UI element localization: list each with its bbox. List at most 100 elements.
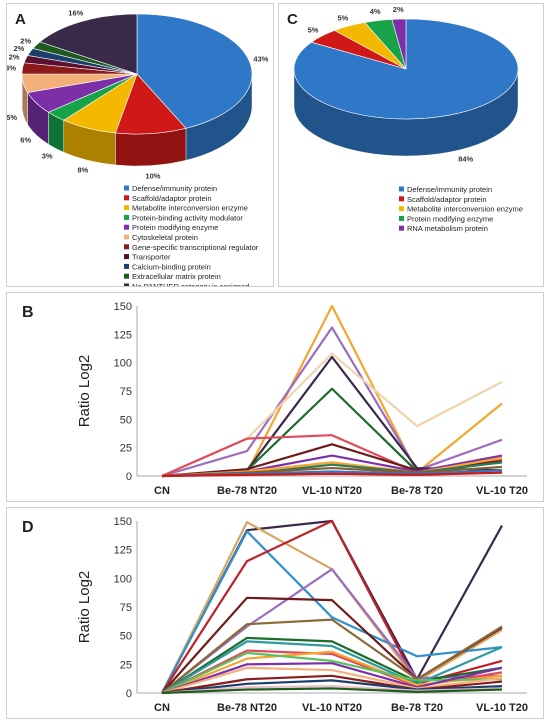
legend-swatch-2 bbox=[399, 196, 404, 202]
pie-label-7: 3% bbox=[7, 63, 16, 72]
pie-label-11: 16% bbox=[68, 9, 83, 18]
pie-label-4: 4% bbox=[370, 7, 381, 16]
y-axis-title: Ratio Log2 bbox=[76, 571, 93, 644]
pie-label-3: 5% bbox=[337, 13, 348, 22]
legend-item-9: Calcium-binding protein bbox=[132, 262, 211, 271]
series-line-1 bbox=[161, 304, 503, 478]
series-line-16 bbox=[161, 679, 503, 695]
y-tick-label-5: 100 bbox=[114, 573, 132, 585]
series-line-18 bbox=[161, 687, 503, 695]
series-line-11 bbox=[161, 650, 503, 695]
legend-swatch-1 bbox=[399, 186, 404, 192]
series-line-15 bbox=[161, 674, 503, 695]
pie-label-2: 5% bbox=[308, 25, 319, 34]
pie-label-6: 5% bbox=[7, 113, 17, 122]
panel-c: C 84% 5% 5% 4% 2% Defense/immunity protein Scaf… bbox=[278, 3, 544, 287]
pie-slice-2 bbox=[115, 73, 187, 135]
panel-label-c: C bbox=[287, 11, 298, 28]
legend-item-3: Metabolite interconversion enzyme bbox=[132, 204, 248, 213]
x-tick-label-2: Be-78 NT20 bbox=[217, 485, 277, 497]
series-line-2 bbox=[161, 326, 503, 478]
legend-item-1: Defense/immunity protein bbox=[132, 184, 217, 193]
legend-item-10: Extracellular matrix protein bbox=[132, 272, 221, 281]
pie-label-3: 8% bbox=[78, 165, 89, 174]
y-tick-label-1: 0 bbox=[126, 688, 132, 700]
legend-swatch-4 bbox=[399, 215, 404, 221]
y-tick-label-2: 25 bbox=[120, 443, 132, 455]
legend-swatch-4 bbox=[124, 214, 129, 220]
legend-swatch-5 bbox=[399, 225, 404, 231]
y-tick-label-3: 50 bbox=[120, 414, 132, 426]
series-line-13 bbox=[161, 662, 503, 695]
y-tick-label-7: 150 bbox=[114, 516, 132, 528]
legend-item-11: No PANTHER category is assigned bbox=[132, 282, 249, 286]
legend-item-5: Protein modifying enzyme bbox=[132, 223, 218, 232]
series-line-7 bbox=[161, 618, 503, 694]
y-tick-label-6: 125 bbox=[114, 545, 132, 557]
x-tick-label-3: VL-10 NT20 bbox=[302, 702, 362, 714]
panel-a: A 43% 10% 8% 3% 6% 5% 3% 2% 2% 2% 16% Defense/immuni… bbox=[6, 3, 274, 287]
y-axis-title: Ratio Log2 bbox=[76, 355, 93, 428]
legend-swatch-5 bbox=[124, 224, 129, 230]
x-tick-label-4: Be-78 T20 bbox=[391, 485, 443, 497]
y-tick-label-6: 125 bbox=[114, 329, 132, 341]
legend-item-7: Gene-specific transcriptional regulator bbox=[132, 243, 259, 252]
pie-label-9: 2% bbox=[13, 44, 24, 53]
pie-slice-1 bbox=[136, 13, 253, 129]
legend-item-5: RNA metabolism protein bbox=[407, 224, 488, 233]
pie-label-5: 6% bbox=[20, 136, 31, 145]
panel-label-d: D bbox=[22, 519, 34, 536]
line-chart-d: D 0 25 50 75 100 125 150 CN Be-78 NT20 VL-10 NT20 B… bbox=[22, 516, 528, 714]
pie-label-1: 84% bbox=[458, 155, 473, 164]
panel-b: B 0 25 50 75 100 125 150 CN Be-78 NT20 VL-10 NT20 B… bbox=[6, 292, 544, 502]
legend-swatch-3 bbox=[399, 206, 404, 212]
legend-item-4: Protein modifying enzyme bbox=[407, 214, 493, 223]
pie-label-5: 2% bbox=[393, 5, 404, 14]
series-line-17 bbox=[161, 685, 503, 695]
y-tick-label-3: 50 bbox=[120, 631, 132, 643]
series-line-9 bbox=[161, 640, 503, 694]
series-line-8 bbox=[161, 636, 503, 694]
pie-chart-a: A43%10%8%3%6%5%3%2%2%2%16%Defense/immuni… bbox=[7, 9, 269, 286]
pie-label-1: 43% bbox=[253, 55, 268, 64]
series-line-3 bbox=[161, 530, 503, 694]
x-tick-label-1: CN bbox=[154, 702, 170, 714]
legend-swatch-6 bbox=[124, 234, 129, 240]
legend-item-2: Scaffold/adaptor protein bbox=[132, 194, 212, 203]
series-line-14 bbox=[161, 666, 503, 695]
legend-swatch-11 bbox=[124, 283, 129, 286]
legend-item-3: Metabolite interconversion enzyme bbox=[407, 205, 523, 214]
pie-slice-5 bbox=[391, 18, 407, 70]
legend-swatch-8 bbox=[124, 254, 129, 260]
legend-swatch-9 bbox=[124, 263, 129, 269]
y-tick-label-1: 0 bbox=[126, 471, 132, 483]
legend-item-1: Defense/immunity protein bbox=[407, 185, 492, 194]
legend-swatch-7 bbox=[124, 244, 129, 250]
y-tick-label-2: 25 bbox=[120, 659, 132, 671]
legend-swatch-1 bbox=[124, 185, 129, 191]
panel-label-a: A bbox=[15, 11, 26, 28]
x-tick-label-5: VL-10 T20 bbox=[476, 485, 528, 497]
legend-item-8: Transporter bbox=[132, 253, 171, 262]
legend-swatch-2 bbox=[124, 195, 129, 201]
legend-item-4: Protein-binding activity modulator bbox=[132, 213, 243, 222]
legend-item-6: Cytoskeletal protein bbox=[132, 233, 198, 242]
legend-swatch-10 bbox=[124, 273, 129, 279]
x-tick-label-1: CN bbox=[154, 485, 170, 497]
pie-label-4: 3% bbox=[42, 151, 53, 160]
pie-chart-c: C 84% 5% 5% 4% 2% Defense/immunity proteinScaf… bbox=[287, 5, 523, 233]
legend-swatch-3 bbox=[124, 205, 129, 211]
x-tick-label-3: VL-10 NT20 bbox=[302, 485, 362, 497]
y-tick-label-5: 100 bbox=[114, 358, 132, 370]
pie-slice-11 bbox=[39, 13, 138, 75]
pie-label-2: 10% bbox=[145, 171, 160, 180]
x-tick-label-4: Be-78 T20 bbox=[391, 702, 443, 714]
pie-label-10: 2% bbox=[20, 36, 31, 45]
x-tick-label-2: Be-78 NT20 bbox=[217, 702, 277, 714]
x-tick-label-5: VL-10 T20 bbox=[476, 702, 528, 714]
y-tick-label-4: 75 bbox=[120, 602, 132, 614]
pie-label-8: 2% bbox=[9, 53, 20, 62]
y-tick-label-4: 75 bbox=[120, 386, 132, 398]
y-tick-label-7: 150 bbox=[114, 301, 132, 313]
line-chart-b: B 0 25 50 75 100 125 150 CN Be-78 NT20 VL-10 NT20 B… bbox=[22, 301, 528, 497]
